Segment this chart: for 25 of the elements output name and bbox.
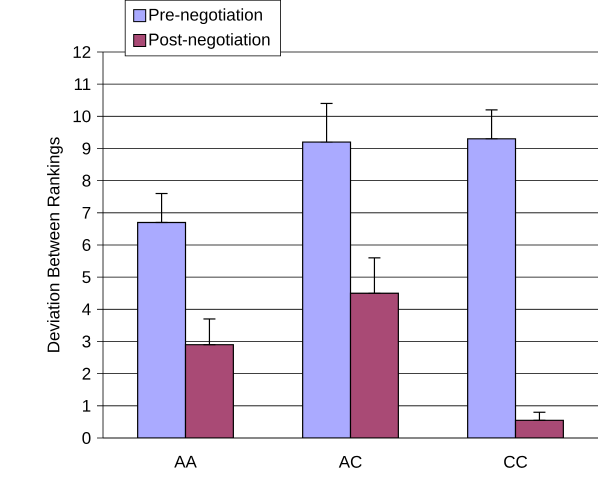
bar [514,420,564,438]
bar [302,141,352,438]
x-tick-label: AA [174,456,197,468]
y-tick-label: 1 [83,400,90,412]
bar [467,138,516,438]
y-tick-label: 2 [82,368,90,380]
y-tick-label: 4 [82,303,91,316]
y-tick-label: 3 [82,335,90,348]
legend-label: Post-negotiation [150,33,270,49]
y-tick-label: 7 [82,206,90,219]
legend-label: Pre-negotiation [150,8,262,24]
y-tick-label: 0 [82,432,91,444]
y-tick-label: 6 [82,238,90,251]
y-tick-label: 8 [82,174,90,187]
x-tick-label: AC [338,456,362,468]
bar [350,292,399,438]
y-tick-label: 10 [74,110,91,122]
y-tick-label: 9 [82,142,90,154]
y-tick-label: 5 [82,271,90,284]
x-tick-label: CC [504,456,528,468]
y-axis-title: Deviation Between Rankings [47,137,63,352]
bar [137,222,186,438]
y-tick-label: 11 [74,78,90,90]
bar [184,344,234,438]
y-tick-label: 12 [74,46,90,58]
